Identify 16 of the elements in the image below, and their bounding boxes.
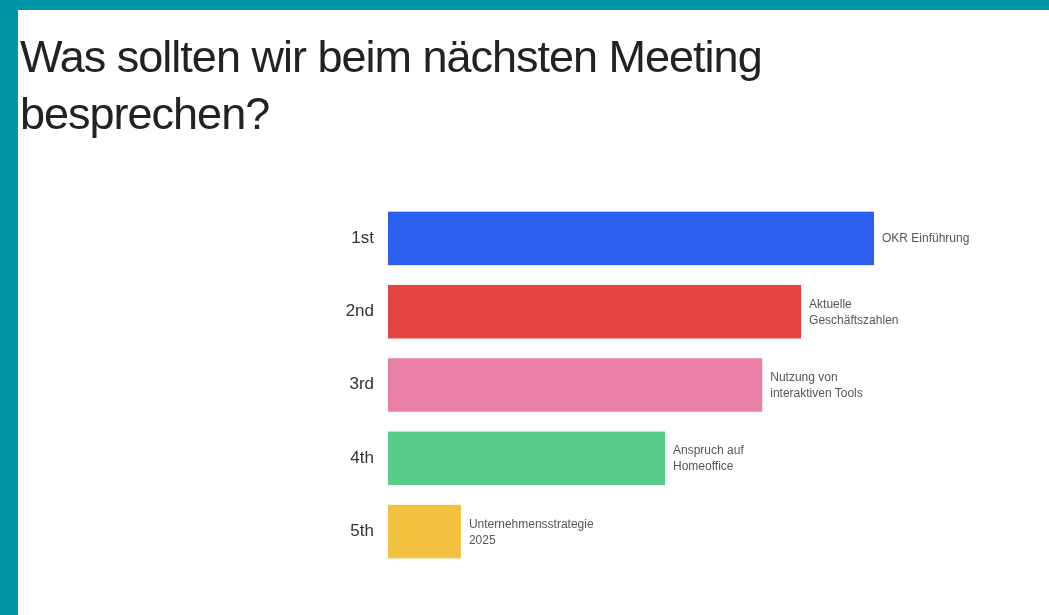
annotation: OKR Einführung bbox=[882, 231, 970, 246]
annotation: Nutzung von interaktiven Tools bbox=[770, 370, 863, 400]
y-tick-label: 5th bbox=[350, 521, 374, 541]
bar bbox=[388, 284, 802, 339]
annotation: Aktuelle Geschäftszahlen bbox=[809, 296, 899, 327]
bar bbox=[388, 358, 763, 412]
y-tick-label: 1st bbox=[351, 227, 375, 247]
y-tick-label: 2nd bbox=[345, 301, 374, 321]
bar bbox=[388, 504, 461, 559]
bar bbox=[388, 211, 874, 266]
y-tick-label: 3rd bbox=[349, 374, 374, 394]
annotation: Anspruch auf Homeoffice bbox=[673, 443, 745, 474]
bar bbox=[388, 431, 666, 486]
annotation: Unternehmensstrategie 2025 bbox=[468, 516, 594, 547]
y-tick-label: 4th bbox=[350, 447, 374, 467]
chart-title: Was sollten wir beim nächsten Meeting besprechen? bbox=[20, 31, 762, 139]
